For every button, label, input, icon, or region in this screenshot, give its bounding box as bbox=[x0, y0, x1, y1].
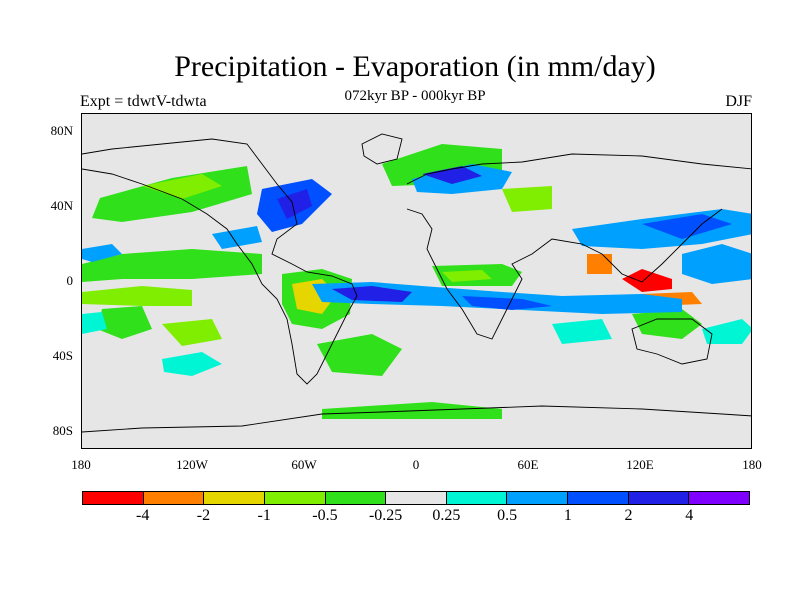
lon-label-180w: 180 bbox=[71, 457, 91, 472]
lat-label-80n: 80N bbox=[50, 123, 73, 138]
season-label: DJF bbox=[725, 93, 752, 110]
colorbar-swatch-9 bbox=[628, 492, 690, 504]
colorbar-label-5: 0.25 bbox=[432, 507, 461, 524]
colorbar-swatch-3 bbox=[264, 492, 326, 504]
map-panel bbox=[81, 113, 752, 449]
chart-subtitle: 072kyr BP - 000kyr BP bbox=[344, 88, 486, 104]
colorbar-label-3: -0.5 bbox=[312, 507, 338, 524]
lon-label-60e: 60E bbox=[517, 457, 539, 472]
experiment-label: Expt = tdwtV-tdwta bbox=[80, 93, 207, 110]
lat-label-40n: 40N bbox=[50, 198, 73, 213]
colorbar-swatch-1 bbox=[143, 492, 205, 504]
colorbar-label-9: 4 bbox=[685, 507, 694, 524]
coastline-outlines bbox=[82, 133, 751, 433]
lon-label-60w: 60W bbox=[291, 457, 317, 472]
colorbar-swatch-0 bbox=[83, 492, 144, 504]
lon-label-120e: 120E bbox=[626, 457, 654, 472]
eurasia-north-outline bbox=[406, 153, 751, 185]
lon-label-180e: 180 bbox=[742, 457, 762, 472]
colorbar-swatch-5 bbox=[386, 492, 447, 504]
precip-evap-field bbox=[82, 133, 751, 433]
colorbar bbox=[82, 491, 750, 505]
colorbar-swatch-4 bbox=[325, 492, 387, 504]
africa-asia-outline bbox=[406, 208, 723, 340]
colorbar-swatch-2 bbox=[204, 492, 265, 504]
antarctica-outline bbox=[82, 405, 751, 433]
lat-label-40s: 40S bbox=[52, 348, 73, 363]
colorbar-label-0: -4 bbox=[136, 507, 150, 524]
colorbar-label-8: 2 bbox=[624, 507, 633, 524]
americas-outline bbox=[82, 138, 358, 385]
positive-anomaly-regions bbox=[82, 164, 751, 376]
colorbar-label-4: -0.25 bbox=[368, 507, 403, 524]
lon-label-0: 0 bbox=[412, 457, 420, 472]
colorbar-label-2: -1 bbox=[257, 507, 271, 524]
colorbar-swatch-7 bbox=[507, 492, 569, 504]
lon-label-120w: 120W bbox=[176, 457, 208, 472]
lat-label-eq: 0 bbox=[66, 273, 74, 288]
colorbar-label-6: 0.5 bbox=[497, 507, 518, 524]
colorbar-swatch-8 bbox=[568, 492, 629, 504]
australia-outline bbox=[631, 318, 713, 365]
negative-anomaly-regions bbox=[82, 144, 702, 419]
colorbar-swatch-6 bbox=[446, 492, 508, 504]
chart-title: Precipitation - Evaporation (in mm/day) bbox=[174, 50, 656, 83]
colorbar-label-7: 1 bbox=[563, 507, 572, 524]
colorbar-swatch-10 bbox=[689, 492, 750, 504]
lat-label-80s: 80S bbox=[52, 423, 73, 438]
colorbar-label-1: -2 bbox=[196, 507, 211, 524]
greenland-outline bbox=[361, 133, 403, 165]
